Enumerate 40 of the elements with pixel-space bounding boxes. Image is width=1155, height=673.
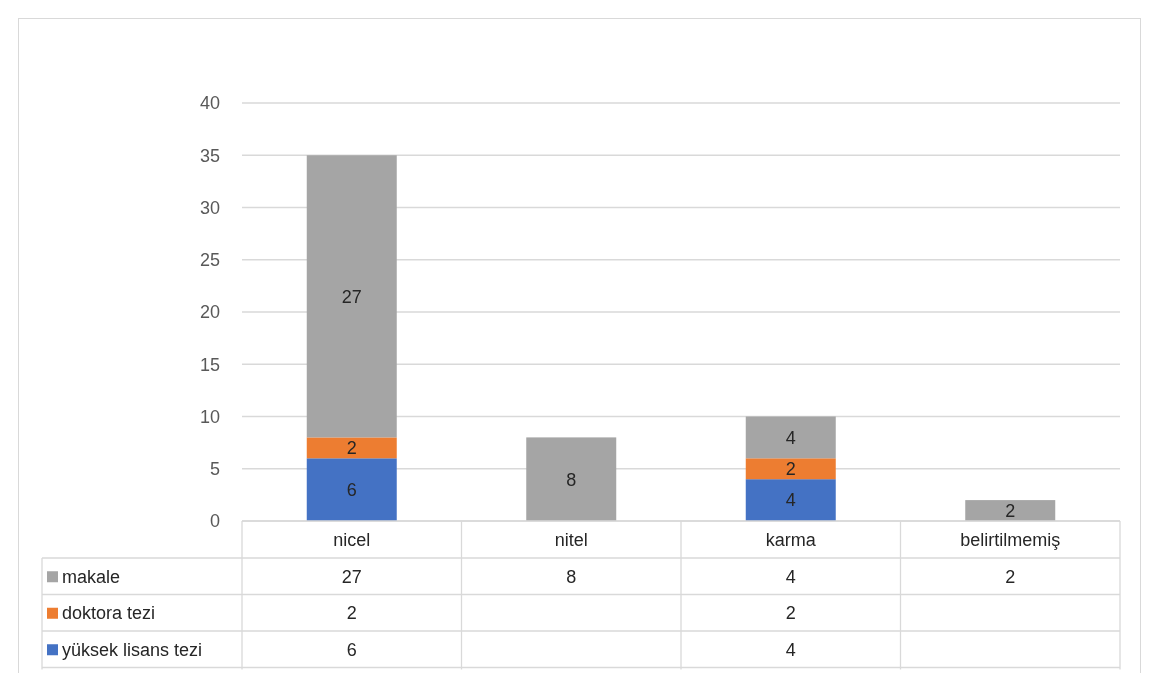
bar — [745, 416, 836, 459]
y-tick-label: 35 — [199, 145, 220, 166]
data-label: 4 — [785, 566, 796, 587]
data-label: 2 — [1005, 566, 1016, 587]
bar — [745, 479, 836, 521]
y-tick-label: 20 — [199, 302, 220, 323]
y-tick-label: 15 — [199, 354, 220, 375]
data-label: 4 — [785, 639, 796, 660]
text: 2 — [785, 459, 796, 480]
text: 4 — [785, 427, 796, 448]
bar — [965, 500, 1056, 521]
bar — [745, 458, 836, 480]
legend-label: yüksek lisans tezi — [62, 639, 203, 660]
data-label: 27 — [341, 566, 362, 587]
text: 27 — [341, 286, 362, 307]
y-tick-label: 5 — [209, 459, 220, 480]
x-tick-label: karma — [765, 530, 817, 551]
x-tick-label: belirtilmemiş — [960, 530, 1061, 551]
bar — [306, 458, 397, 521]
text: 8 — [566, 469, 577, 490]
legend-label: makale — [62, 566, 121, 587]
text: 4 — [785, 490, 796, 511]
x-tick-label: nitel — [554, 530, 588, 551]
text: 6 — [346, 479, 357, 500]
x-tick-label: nicel — [333, 530, 371, 551]
y-tick-label: 40 — [199, 93, 220, 114]
y-tick-label: 25 — [199, 250, 220, 271]
data-label: 8 — [566, 566, 577, 587]
text: 2 — [346, 438, 357, 459]
data-label: 2 — [346, 603, 357, 624]
bar — [526, 437, 617, 521]
legend-label: doktora tezi — [62, 603, 156, 624]
y-tick-label: 0 — [209, 511, 220, 532]
y-tick-label: 30 — [199, 197, 220, 218]
bar — [306, 437, 397, 459]
y-tick-label: 10 — [199, 406, 220, 427]
data-label: 6 — [346, 639, 357, 660]
bar — [306, 155, 397, 438]
data-label: 2 — [785, 603, 796, 624]
text: 2 — [1005, 500, 1016, 521]
